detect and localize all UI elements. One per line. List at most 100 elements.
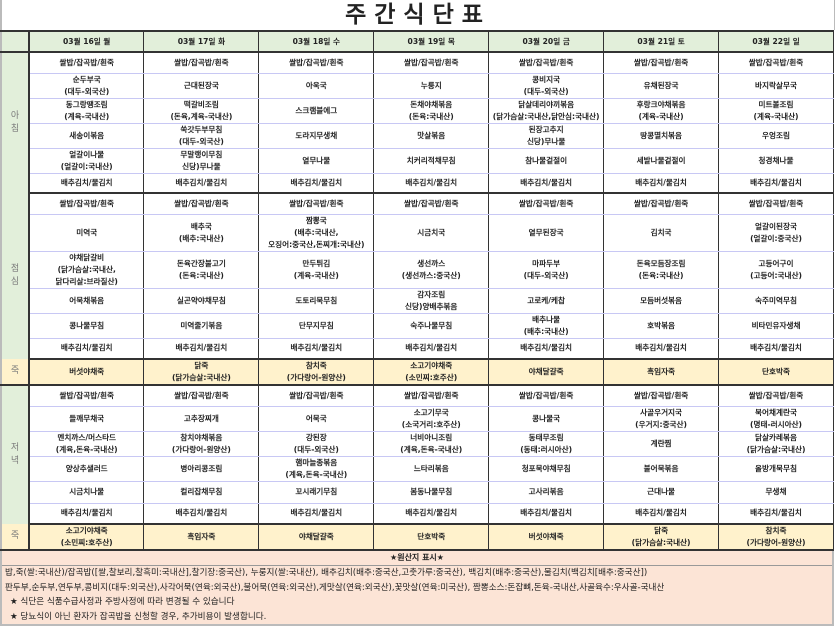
menu-cell: 동태무조림 (동태:러시아산) [488, 431, 605, 457]
meal-row: 배추김치/물김치 배추김치/물김치 배추김치/물김치 배추김치/물김치 배추김치/물김치… [1, 338, 834, 360]
menu-cell: 배추김치/물김치 [603, 503, 720, 525]
menu-cell: 버섯야채죽 [28, 359, 145, 386]
menu-cell: 쑥갓두부무침 (대두-외국산) [143, 123, 260, 149]
menu-cell: 쌀밥/잡곡밥/흰죽 [488, 193, 605, 215]
menu-cell: 세발나물겉절이 [603, 148, 720, 174]
menu-cell: 닭살카레볶음 (닭가슴살:국내산) [718, 431, 834, 457]
menu-cell: 쌀밥/잡곡밥/흰죽 [718, 52, 834, 74]
menu-cell: 도라지무생채 [258, 123, 375, 149]
menu-cell: 실곤약야채무침 [143, 288, 260, 314]
menu-cell: 사골우거지국 (우거지:중국산) [603, 406, 720, 432]
menu-cell: 병아리콩조림 [143, 456, 260, 482]
menu-cell: 참나물겉절이 [488, 148, 605, 174]
menu-cell: 닭죽 (닭가슴살:국내산) [603, 524, 720, 551]
menu-cell: 배추김치/물김치 [488, 338, 605, 360]
menu-cell: 봄동나물무침 [373, 481, 490, 504]
menu-cell: 쌀밥/잡곡밥/흰죽 [603, 385, 720, 407]
day-header: 03월 16일 월 [28, 30, 145, 53]
menu-cell: 돈채야채볶음 (돈육:국내산) [373, 98, 490, 124]
menu-cell: 배추김치/물김치 [143, 503, 260, 525]
day-header: 03월 21일 토 [603, 30, 720, 53]
meal-label: 아 침 [0, 52, 30, 193]
menu-cell: 참치죽 (가다랑어-원양산) [258, 359, 375, 386]
menu-cell: 참치죽 (가다랑어-원양산) [718, 524, 834, 551]
meal-row: 시금치나물 컬리잡채무침 꼬시래기무침 봄동나물무침 고사리볶음 근대나물 무생채 [1, 481, 834, 504]
meal-row: 야채닭갈비 (닭가슴살:국내산, 닭다리살:브라질산) 돈육간장불고기 (돈육:국… [1, 251, 834, 289]
menu-cell: 청포묵야채무침 [488, 456, 605, 482]
menu-cell: 쌀밥/잡곡밥/흰죽 [258, 385, 375, 407]
menu-cell: 햄마늘종볶음 (계육,돈육-국내산) [258, 456, 375, 482]
menu-cell: 배추김치/물김치 [28, 503, 145, 525]
meal-row: 저 녁 쌀밥/잡곡밥/흰죽 쌀밥/잡곡밥/흰죽 쌀밥/잡곡밥/흰죽 쌀밥/잡곡밥/흰죽 쌀… [0, 385, 834, 524]
menu-cell: 배추김치/물김치 [603, 173, 720, 194]
menu-cell: 시금치나물 [28, 481, 145, 504]
menu-cell: 무생채 [718, 481, 834, 504]
menu-cell: 쌀밥/잡곡밥/흰죽 [373, 52, 490, 74]
menu-cell: 배추김치/물김치 [488, 173, 605, 194]
menu-cell: 쌀밥/잡곡밥/흰죽 [143, 385, 260, 407]
menu-cell: 배추김치/물김치 [28, 173, 145, 194]
meal-row: 얼갈이나물 (얼갈이:국내산) 무말랭이무침 신당)무나물 열무나물 치커리적채무침 참… [1, 148, 834, 174]
menu-cell: 배추김치/물김치 [143, 338, 260, 360]
menu-cell: 맛살볶음 [373, 123, 490, 149]
menu-cell: 쌀밥/잡곡밥/흰죽 [603, 52, 720, 74]
menu-cell: 땅콩멸치볶음 [603, 123, 720, 149]
menu-cell: 북어채계란국 (명태-러시아산) [718, 406, 834, 432]
meal-row: 동그랑땡조림 (계육-국내산) 떡갈비조림 (돈육,계육-국내산) 스크램블에그 돈채… [1, 98, 834, 124]
menu-cell: 동그랑땡조림 (계육-국내산) [28, 98, 145, 124]
menu-cell: 너비아니조림 (계육,돈육-국내산) [373, 431, 490, 457]
menu-cell: 배추김치/물김치 [28, 338, 145, 360]
menu-cell: 콩나물무침 [28, 313, 145, 339]
menu-cell: 도토리묵무침 [258, 288, 375, 314]
menu-cell: 무말랭이무침 신당)무나물 [143, 148, 260, 174]
menu-cell: 감자조림 신당)양배추볶음 [373, 288, 490, 314]
menu-cell: 어묵채볶음 [28, 288, 145, 314]
menu-cell: 쌀밥/잡곡밥/흰죽 [718, 193, 834, 215]
menu-cell: 생선까스 (생선까스:중국산) [373, 251, 490, 289]
menu-cell: 배추김치/물김치 [373, 503, 490, 525]
menu-cell: 만두튀김 (계육-국내산) [258, 251, 375, 289]
origin-footer: ★원산지 표시★ 밥,죽(쌀:국내산)/잡곡밥([쌀,찰보리,찰흑미:국내산],… [0, 551, 834, 626]
menu-cell: 돈육간장불고기 (돈육:국내산) [143, 251, 260, 289]
menu-cell: 쌀밥/잡곡밥/흰죽 [373, 385, 490, 407]
menu-cell: 계란찜 [603, 431, 720, 457]
menu-cell: 모듬버섯볶음 [603, 288, 720, 314]
menu-cell: 소고기무국 (소국거리:호주산) [373, 406, 490, 432]
menu-cell: 열무된장국 [488, 214, 605, 252]
menu-cell: 멘치까스/머스타드 (계육,돈육-국내산) [28, 431, 145, 457]
menu-cell: 컬리잡채무침 [143, 481, 260, 504]
menu-cell: 올방개묵무침 [718, 456, 834, 482]
menu-cell: 순두부국 (대두-외국산) [28, 73, 145, 99]
day-header: 03월 19일 목 [373, 30, 490, 53]
menu-cell: 배추김치/물김치 [718, 503, 834, 525]
menu-cell: 비타민유자생채 [718, 313, 834, 339]
page-title: 주간식단표 [0, 0, 835, 30]
menu-cell: 유채된장국 [603, 73, 720, 99]
menu-cell: 쌀밥/잡곡밥/흰죽 [603, 193, 720, 215]
meal-label: 죽 [0, 524, 30, 551]
menu-cell: 꼬시래기무침 [258, 481, 375, 504]
day-header: 03월 17일 화 [143, 30, 260, 53]
menu-cell: 바지락살무국 [718, 73, 834, 99]
menu-cell: 버섯야채죽 [488, 524, 605, 551]
menu-cell: 느타리볶음 [373, 456, 490, 482]
menu-cell: 된장고추지 신당)무나물 [488, 123, 605, 149]
menu-cell: 숙주나물무침 [373, 313, 490, 339]
day-header: 03월 22일 일 [718, 30, 834, 53]
menu-cell: 야채달걀죽 [258, 524, 375, 551]
notice-note: ★ 당뇨식이 아닌 환자가 잡곡밥을 신청할 경우, 추가비용이 발생합니다. [10, 611, 267, 622]
menu-cell: 시금치국 [373, 214, 490, 252]
menu-cell: 배추김치/물김치 [488, 503, 605, 525]
menu-cell: 우엉조림 [718, 123, 834, 149]
meal-label: 점 심 [0, 193, 30, 359]
menu-cell: 배추김치/물김치 [258, 503, 375, 525]
menu-cell: 배추김치/물김치 [143, 173, 260, 194]
menu-cell: 흑임자죽 [603, 359, 720, 386]
menu-cell: 배추김치/물김치 [258, 338, 375, 360]
menu-cell: 단호박죽 [718, 359, 834, 386]
origin-title: ★원산지 표시★ [2, 551, 832, 566]
menu-cell: 닭살데리야끼볶음 (닭가슴살:국내산,닭안심:국내산) [488, 98, 605, 124]
menu-cell: 소고기야채죽 (소민찌:호주산) [28, 524, 145, 551]
menu-cell: 고추장찌개 [143, 406, 260, 432]
menu-cell: 근대된장국 [143, 73, 260, 99]
